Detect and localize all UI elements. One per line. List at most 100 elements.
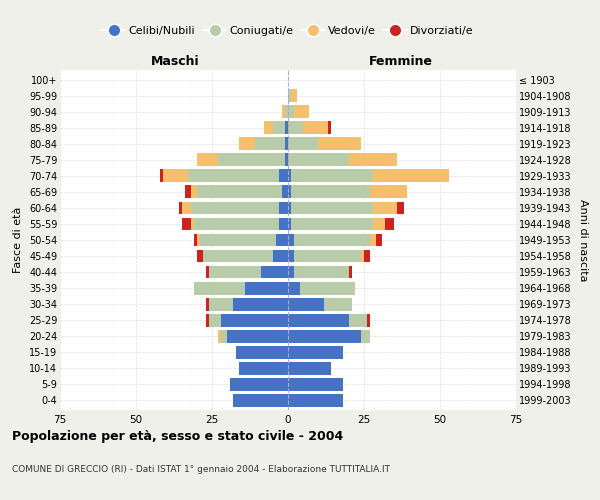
Bar bbox=[197, 154, 218, 166]
Bar bbox=[218, 154, 285, 166]
Bar bbox=[282, 186, 288, 198]
Bar bbox=[188, 170, 279, 182]
Bar bbox=[300, 282, 355, 294]
Bar bbox=[276, 234, 288, 246]
Bar bbox=[260, 266, 288, 278]
Text: Maschi: Maschi bbox=[151, 56, 200, 68]
Bar bbox=[254, 138, 285, 150]
Bar bbox=[288, 89, 291, 102]
Bar bbox=[239, 362, 288, 374]
Bar bbox=[294, 250, 361, 262]
Bar bbox=[233, 394, 288, 407]
Bar bbox=[233, 298, 288, 310]
Bar bbox=[197, 250, 203, 262]
Bar bbox=[285, 106, 288, 118]
Bar bbox=[288, 378, 343, 391]
Bar bbox=[160, 170, 163, 182]
Bar bbox=[294, 234, 370, 246]
Bar bbox=[373, 218, 385, 230]
Bar bbox=[197, 234, 200, 246]
Bar bbox=[373, 170, 449, 182]
Bar bbox=[194, 282, 245, 294]
Bar bbox=[218, 330, 221, 342]
Bar bbox=[288, 138, 319, 150]
Bar bbox=[206, 298, 209, 310]
Bar bbox=[179, 202, 182, 214]
Bar bbox=[227, 330, 288, 342]
Bar bbox=[200, 234, 276, 246]
Bar bbox=[288, 250, 294, 262]
Bar bbox=[191, 218, 194, 230]
Bar bbox=[367, 314, 370, 326]
Bar bbox=[182, 202, 191, 214]
Bar bbox=[273, 250, 288, 262]
Bar bbox=[230, 378, 288, 391]
Bar bbox=[328, 122, 331, 134]
Bar bbox=[279, 170, 288, 182]
Bar bbox=[288, 394, 343, 407]
Bar bbox=[285, 138, 288, 150]
Bar bbox=[291, 89, 297, 102]
Bar bbox=[319, 138, 361, 150]
Y-axis label: Fasce di età: Fasce di età bbox=[13, 207, 23, 273]
Bar bbox=[291, 202, 373, 214]
Bar bbox=[361, 330, 370, 342]
Bar bbox=[370, 234, 376, 246]
Bar bbox=[209, 298, 233, 310]
Bar bbox=[373, 202, 397, 214]
Bar bbox=[288, 282, 300, 294]
Bar bbox=[294, 266, 349, 278]
Bar bbox=[291, 170, 373, 182]
Bar bbox=[273, 122, 285, 134]
Bar bbox=[294, 106, 309, 118]
Text: Popolazione per età, sesso e stato civile - 2004: Popolazione per età, sesso e stato civil… bbox=[12, 430, 343, 443]
Bar bbox=[291, 218, 373, 230]
Bar bbox=[209, 314, 221, 326]
Bar bbox=[279, 218, 288, 230]
Bar bbox=[349, 266, 352, 278]
Y-axis label: Anni di nascita: Anni di nascita bbox=[578, 198, 588, 281]
Bar bbox=[376, 234, 382, 246]
Bar bbox=[221, 314, 288, 326]
Bar bbox=[349, 154, 397, 166]
Bar bbox=[263, 122, 273, 134]
Bar bbox=[185, 186, 191, 198]
Bar bbox=[163, 170, 188, 182]
Bar bbox=[206, 314, 209, 326]
Text: Femmine: Femmine bbox=[368, 56, 433, 68]
Bar bbox=[288, 330, 361, 342]
Bar bbox=[288, 122, 303, 134]
Bar bbox=[288, 186, 291, 198]
Bar bbox=[191, 202, 279, 214]
Bar bbox=[361, 250, 364, 262]
Bar bbox=[364, 250, 370, 262]
Bar bbox=[203, 250, 273, 262]
Bar bbox=[182, 218, 191, 230]
Bar bbox=[303, 122, 328, 134]
Bar bbox=[288, 346, 343, 358]
Legend: Celibi/Nubili, Coniugati/e, Vedovi/e, Divorziati/e: Celibi/Nubili, Coniugati/e, Vedovi/e, Di… bbox=[98, 22, 478, 40]
Bar bbox=[288, 202, 291, 214]
Bar bbox=[239, 138, 254, 150]
Bar bbox=[325, 298, 352, 310]
Bar bbox=[385, 218, 394, 230]
Text: COMUNE DI GRECCIO (RI) - Dati ISTAT 1° gennaio 2004 - Elaborazione TUTTITALIA.IT: COMUNE DI GRECCIO (RI) - Dati ISTAT 1° g… bbox=[12, 465, 390, 474]
Bar bbox=[349, 314, 367, 326]
Bar bbox=[279, 202, 288, 214]
Bar bbox=[288, 106, 294, 118]
Bar bbox=[206, 266, 209, 278]
Bar bbox=[288, 298, 325, 310]
Bar bbox=[288, 218, 291, 230]
Bar bbox=[282, 106, 285, 118]
Bar bbox=[245, 282, 288, 294]
Bar bbox=[288, 154, 349, 166]
Bar bbox=[288, 234, 294, 246]
Bar bbox=[209, 266, 260, 278]
Bar bbox=[221, 330, 227, 342]
Bar bbox=[288, 266, 294, 278]
Bar bbox=[397, 202, 404, 214]
Bar bbox=[191, 186, 197, 198]
Bar bbox=[197, 186, 282, 198]
Bar bbox=[285, 122, 288, 134]
Bar bbox=[291, 186, 370, 198]
